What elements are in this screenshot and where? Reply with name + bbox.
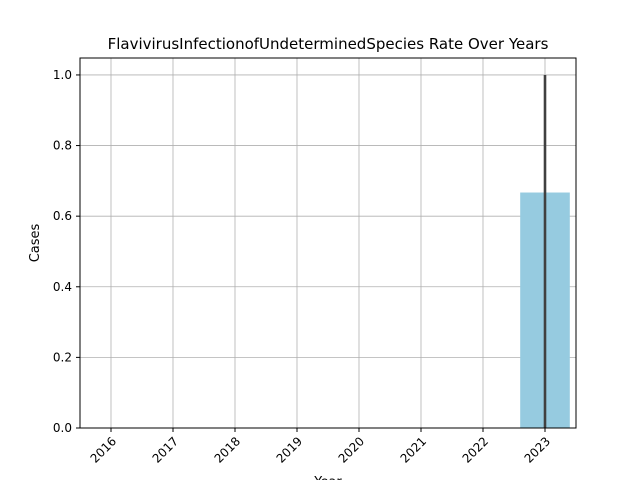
y-axis-label: Cases — [28, 223, 43, 262]
x-axis-label: Year — [313, 475, 342, 480]
y-tick-label: 0.8 — [53, 139, 72, 153]
chart-title: FlavivirusInfectionofUndeterminedSpecies… — [108, 35, 549, 53]
y-tick-label: 0.4 — [53, 280, 72, 294]
x-tick-label: 2022 — [460, 434, 491, 465]
plot-frame — [79, 57, 577, 429]
x-tick-label: 2018 — [212, 434, 243, 465]
y-tick-label: 0.2 — [53, 350, 72, 364]
x-tick-label: 2019 — [274, 434, 305, 465]
x-tick-label: 2020 — [336, 434, 367, 465]
x-tick-label: 2021 — [398, 434, 429, 465]
y-tick-label: 0.0 — [53, 421, 72, 435]
y-tick-label: 0.6 — [53, 209, 72, 223]
y-tick-label: 1.0 — [53, 68, 72, 82]
x-tick-label: 2023 — [522, 434, 553, 465]
x-tick-label: 2016 — [88, 434, 119, 465]
x-tick-label: 2017 — [150, 434, 181, 465]
